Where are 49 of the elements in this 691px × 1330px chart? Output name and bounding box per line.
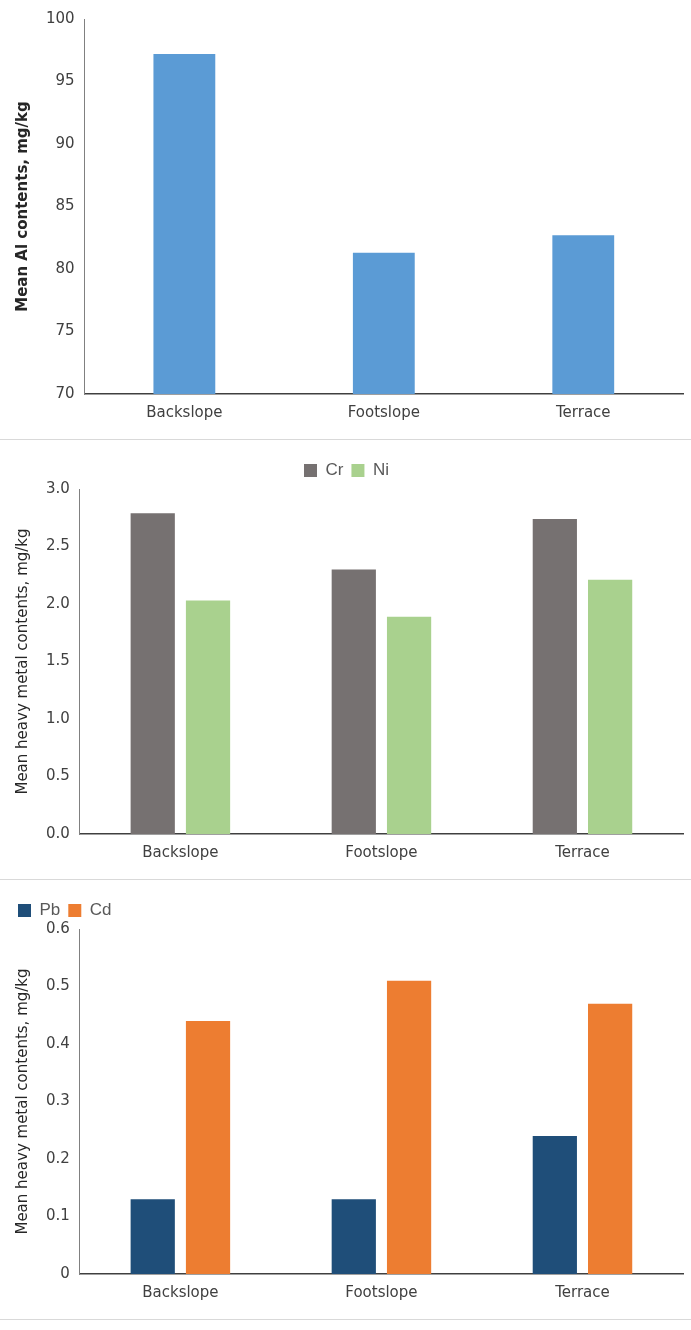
x-tick-label: Terrace: [554, 402, 611, 421]
y-axis-title: Mean Al contents, mg/kg: [12, 101, 31, 312]
x-tick-label: Backslope: [142, 1282, 219, 1301]
legend-label: Cd: [89, 900, 112, 920]
x-tick-label: Footslope: [345, 842, 418, 861]
y-tick-label: 0.1: [46, 1206, 70, 1225]
y-tick-label: 3.0: [46, 478, 70, 497]
legend-label: Ni: [372, 460, 389, 480]
y-tick-label: 0.5: [46, 976, 70, 995]
y-tick-label: 80: [55, 258, 75, 277]
bar: [130, 1199, 175, 1274]
y-tick-label: 70: [55, 383, 75, 402]
bar: [185, 600, 231, 834]
x-tick-label: Footslope: [347, 402, 420, 421]
y-tick-label: 0.6: [46, 918, 70, 937]
y-tick-label: 0: [60, 1263, 70, 1282]
x-tick-label: Backslope: [146, 402, 223, 421]
bar: [532, 518, 577, 834]
y-axis-title: Mean heavy metal contents, mg/kg: [12, 968, 31, 1235]
y-tick-label: 100: [45, 8, 75, 27]
bar: [588, 579, 633, 834]
y-tick-label: 75: [55, 321, 75, 340]
bar: [331, 569, 376, 834]
bar: [386, 980, 432, 1274]
bar: [532, 1136, 577, 1274]
y-tick-label: 90: [55, 133, 75, 152]
y-axis-title: Mean heavy metal contents, mg/kg: [12, 528, 31, 795]
y-tick-label: 2.0: [46, 593, 70, 612]
y-tick-label: 1.0: [46, 708, 70, 727]
x-tick-label: Terrace: [554, 842, 610, 861]
y-tick-label: 0.0: [46, 823, 70, 842]
legend-label: Cr: [325, 460, 344, 480]
y-tick-label: 0.4: [46, 1033, 70, 1052]
bar: [588, 1003, 633, 1274]
x-tick-label: Terrace: [554, 1282, 610, 1301]
bar: [386, 616, 432, 834]
bar: [331, 1199, 376, 1274]
y-tick-label: 0.3: [46, 1091, 70, 1110]
y-tick-label: 85: [55, 196, 75, 215]
y-tick-label: 0.5: [46, 766, 70, 785]
y-tick-label: 0.2: [46, 1148, 70, 1167]
bar: [130, 513, 175, 834]
x-tick-label: Backslope: [142, 842, 219, 861]
bar: [185, 1021, 231, 1274]
y-tick-label: 2.5: [46, 536, 70, 555]
legend-label: Pb: [39, 900, 61, 920]
y-tick-label: 95: [55, 71, 75, 90]
y-tick-label: 1.5: [46, 651, 70, 670]
x-tick-label: Footslope: [345, 1282, 418, 1301]
